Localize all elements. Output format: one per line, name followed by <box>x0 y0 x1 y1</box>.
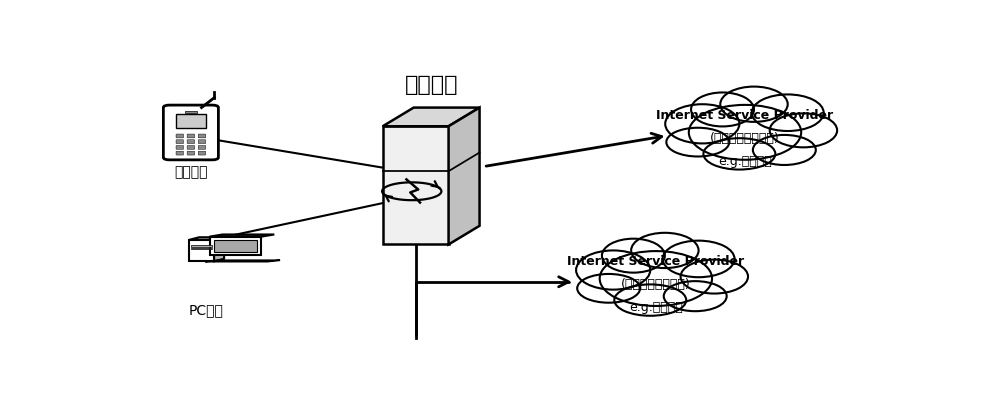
Text: Internet Service Provider: Internet Service Provider <box>656 109 834 122</box>
Polygon shape <box>449 107 480 244</box>
Bar <box>191 245 212 247</box>
Ellipse shape <box>577 274 640 303</box>
Text: e.g.中国联通: e.g.中国联通 <box>629 301 683 314</box>
FancyBboxPatch shape <box>187 151 195 155</box>
Text: (互联网服务提供商): (互联网服务提供商) <box>710 132 780 145</box>
FancyBboxPatch shape <box>198 145 206 149</box>
FancyBboxPatch shape <box>176 134 184 138</box>
Text: (互联网服务提供商): (互联网服务提供商) <box>621 278 691 291</box>
Ellipse shape <box>752 95 824 131</box>
Ellipse shape <box>703 138 775 170</box>
Ellipse shape <box>602 239 665 273</box>
Bar <box>176 114 206 128</box>
Ellipse shape <box>600 251 712 306</box>
Polygon shape <box>383 107 480 126</box>
Bar <box>214 240 257 252</box>
FancyBboxPatch shape <box>176 140 184 143</box>
FancyBboxPatch shape <box>187 134 195 138</box>
Ellipse shape <box>663 241 735 277</box>
Bar <box>185 111 197 113</box>
FancyBboxPatch shape <box>198 151 206 155</box>
Ellipse shape <box>770 114 837 147</box>
Ellipse shape <box>681 260 748 294</box>
Text: e.g.中国移动: e.g.中国移动 <box>718 155 772 168</box>
Text: 手机终端: 手机终端 <box>174 165 208 179</box>
Ellipse shape <box>631 233 699 268</box>
Ellipse shape <box>691 93 754 126</box>
Text: PC终端: PC终端 <box>189 303 224 318</box>
Polygon shape <box>189 237 224 240</box>
Ellipse shape <box>614 284 686 316</box>
Text: 分流网关: 分流网关 <box>404 75 458 95</box>
FancyBboxPatch shape <box>187 145 195 149</box>
Polygon shape <box>210 234 274 237</box>
Polygon shape <box>189 240 214 261</box>
Ellipse shape <box>576 250 650 290</box>
Polygon shape <box>383 126 449 244</box>
FancyBboxPatch shape <box>198 134 206 138</box>
Ellipse shape <box>720 86 788 122</box>
Ellipse shape <box>664 281 727 311</box>
FancyBboxPatch shape <box>163 105 218 160</box>
FancyBboxPatch shape <box>187 140 195 143</box>
FancyBboxPatch shape <box>176 151 184 155</box>
Ellipse shape <box>665 104 739 143</box>
FancyBboxPatch shape <box>176 145 184 149</box>
Ellipse shape <box>753 135 816 165</box>
Ellipse shape <box>666 128 729 156</box>
Polygon shape <box>214 237 224 261</box>
Polygon shape <box>205 260 280 262</box>
Bar <box>191 248 212 250</box>
Text: Internet Service Provider: Internet Service Provider <box>567 255 744 268</box>
Ellipse shape <box>689 105 801 160</box>
FancyBboxPatch shape <box>198 140 206 143</box>
Polygon shape <box>210 237 261 255</box>
